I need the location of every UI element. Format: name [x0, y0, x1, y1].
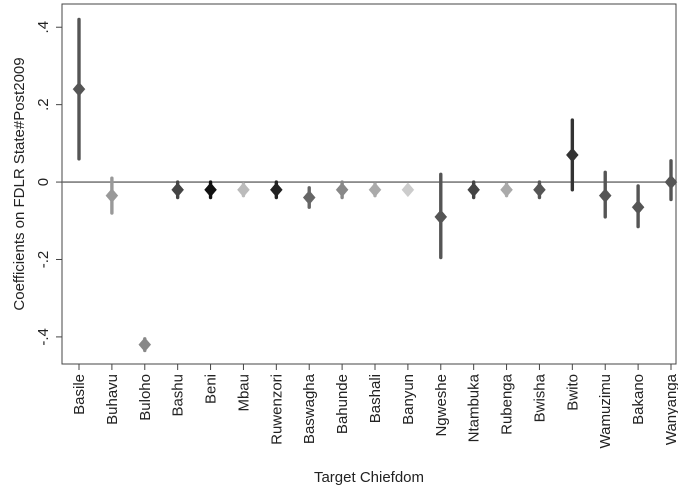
x-tick-label: Basile: [71, 374, 88, 415]
x-tick-label: Bahunde: [334, 374, 351, 434]
x-axis: Basile Buhavu Buloho Bashu Beni Mbau Ruwenzori…: [71, 364, 678, 448]
y-tick-label: -.2: [35, 251, 52, 269]
coefficient-marker: [566, 147, 579, 163]
coefficient-marker: [598, 188, 612, 203]
x-tick-label: Bashali: [367, 374, 384, 423]
x-tick-label: Bashu: [170, 374, 187, 417]
y-axis-title: Coefficients on FDLR State#Post2009: [11, 57, 28, 310]
y-tick-label: .2: [35, 98, 52, 111]
x-tick-label: Bwito: [564, 374, 581, 411]
coefficient-marker: [500, 182, 513, 198]
coefficient-marker: [533, 182, 546, 198]
x-tick-label: Ntambuka: [466, 373, 483, 442]
plot-frame: [61, 3, 677, 365]
coefficient-marker: [302, 190, 316, 205]
x-tick-label: Rubenga: [499, 373, 516, 435]
coefficient-marker: [401, 182, 415, 198]
coefficient-marker: [368, 182, 382, 198]
coefficient-marker: [434, 209, 448, 225]
coefficient-marker: [171, 182, 184, 198]
x-tick-label: Banyun: [400, 374, 417, 425]
x-axis-title: Target Chiefdom: [314, 469, 424, 486]
x-tick-label: Ruwenzori: [268, 374, 285, 445]
coefficient-marker: [270, 182, 283, 198]
y-tick-label: 0: [35, 178, 52, 186]
x-tick-label: Buhavu: [104, 374, 121, 425]
x-tick-label: Bwisha: [531, 373, 548, 422]
plot-marks: [62, 17, 678, 353]
x-tick-label: Ngweshe: [433, 374, 450, 437]
x-tick-label: Wamuzimu: [597, 374, 614, 448]
x-tick-label: Buloho: [137, 374, 154, 421]
x-tick-label: Bakano: [630, 374, 647, 425]
y-tick-label: .4: [35, 21, 52, 34]
x-tick-label: Baswagha: [301, 373, 318, 444]
coefficient-marker: [664, 174, 678, 190]
x-tick-label: Beni: [203, 374, 220, 404]
coefficient-marker: [237, 182, 250, 198]
y-tick-label: -.4: [35, 328, 52, 346]
coefficient-marker: [631, 199, 645, 215]
coefficient-marker: [105, 188, 119, 203]
coefficient-marker: [138, 337, 152, 353]
coefficient-marker: [467, 182, 480, 198]
coefficient-marker: [72, 81, 86, 97]
x-tick-label: Wanyanga: [663, 373, 678, 445]
coefficient-marker: [335, 182, 349, 198]
coefficient-marker: [204, 182, 217, 198]
x-tick-label: Mbau: [235, 374, 252, 412]
y-axis: .4 .2 0 -.2 -.4: [35, 3, 677, 365]
